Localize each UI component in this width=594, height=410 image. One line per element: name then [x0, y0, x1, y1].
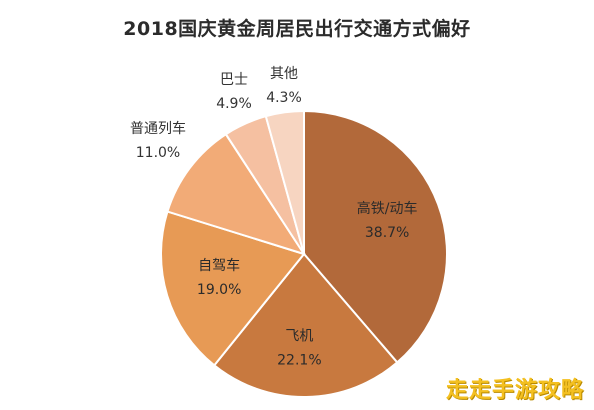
category-label-feiji: 飞机 — [285, 329, 313, 345]
category-label-putong-lieche: 普通列车 — [130, 120, 186, 137]
category-label-qita: 其他 — [270, 66, 298, 82]
category-label-gaotie-dongche: 高铁/动车 — [357, 200, 418, 217]
pie-slice-feiji — [212, 252, 399, 398]
value-label-zijiache: 19.0% — [197, 282, 241, 298]
value-label-putong-lieche: 11.0% — [136, 145, 180, 161]
watermark-logo: 走走手游攻略 — [445, 378, 584, 403]
value-label-qita: 4.3% — [266, 90, 302, 106]
pie-slice-zijiache — [160, 210, 306, 367]
pie-slice-qita — [264, 109, 305, 255]
pie-slice-putong-lieche — [166, 132, 307, 256]
value-label-gaotie-dongche: 38.7% — [365, 225, 409, 241]
chart-title: 2018国庆黄金周居民出行交通方式偏好 — [123, 18, 471, 40]
category-label-zijiache: 自驾车 — [198, 257, 240, 274]
value-label-feiji: 22.1% — [277, 353, 321, 369]
pie-slice-gaotie-dongche — [303, 109, 448, 364]
category-label-bashi: 巴士 — [220, 72, 248, 88]
value-label-bashi: 4.9% — [216, 96, 252, 112]
